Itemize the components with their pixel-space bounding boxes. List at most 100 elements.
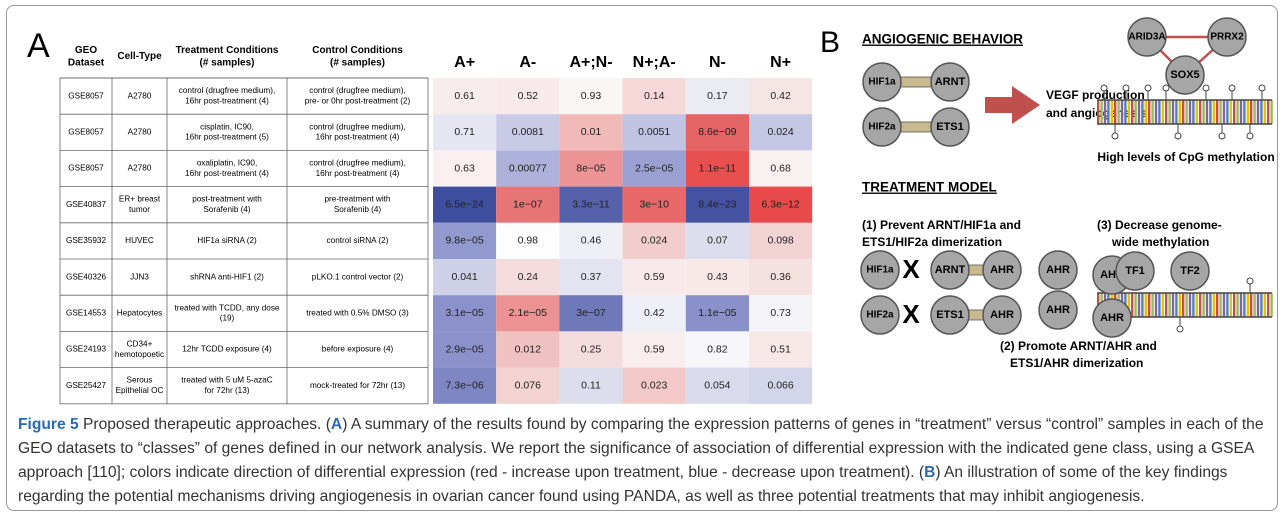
dna-base [1240,100,1242,124]
table-cell: GSE40326 [66,272,107,281]
section-title: TREATMENT MODEL [862,180,997,195]
dna-base [1202,293,1204,317]
table-cell: for 72hr (13) [204,386,249,395]
heatmap-value: 6.5e−24 [445,198,483,210]
heatmap-value: 0.71 [454,126,475,138]
dna-base [1209,100,1211,124]
heatmap-value: 0.012 [515,343,541,355]
dna-base [1151,293,1153,317]
label: ETS1/HIF2a dimerization [862,235,1002,249]
heatmap-value: 0.43 [707,271,728,283]
dna-base [1247,100,1249,124]
heatmap-value: 6.3e−12 [761,198,799,210]
dna-base [1202,100,1204,124]
table-cell: mock-treated for 72hr (13) [310,381,405,390]
table-cell: 16hr post-treatment (4) [185,169,269,178]
heatmap-value: 1.1e−05 [698,307,736,319]
dna-base [1192,293,1194,317]
node-label: AHR [990,264,1014,276]
dna-base [1223,100,1225,124]
methyl-group [1203,85,1209,91]
heatmap-value: 0.14 [644,90,665,102]
dna-base [1250,100,1252,124]
heatmap-value: 0.07 [707,235,728,247]
heatmap-value: 0.076 [515,379,541,391]
dna-base [1138,100,1140,124]
heatmap-column: N- [709,54,726,71]
dna-base [1250,293,1252,317]
dna-base [1233,100,1235,124]
methyl-group [1177,326,1183,332]
dna-base [1243,293,1245,317]
dna-base [1162,293,1164,317]
table-cell: GSE14553 [66,308,107,317]
heatmap-value: 0.0051 [638,126,670,138]
dna-base [1267,293,1269,317]
table-cell: 16hr post-treatment (4) [316,133,400,142]
dna-base [1104,100,1106,124]
methyl-group [1175,133,1181,139]
heatmap-value: 2.1e−05 [509,307,547,319]
table-header: (# samples) [330,57,385,68]
methyl-group [1259,85,1265,91]
dna-base [1141,293,1143,317]
table-cell: hemotopoetic [115,350,164,359]
table-header: (# samples) [199,57,254,68]
table-cell: Hepatocytes [117,308,163,317]
heatmap-value: 0.73 [770,307,791,319]
dna-base [1182,293,1184,317]
table-cell: post-treatment with [192,195,262,204]
node-label: ETS1 [936,121,964,133]
node-label: TF1 [1125,265,1145,277]
dna-base [1168,293,1170,317]
heatmap-value: 0.024 [641,235,667,247]
caption-label: Figure 5 [18,416,79,433]
dna-base [1189,293,1191,317]
node-label: ARID3A [1128,32,1165,43]
dna-base [1257,100,1259,124]
table-cell: GSE8057 [68,91,104,100]
node-label: SOX5 [1170,69,1199,81]
table-cell: HIF1a siRNA (2) [197,236,257,245]
dna-base [1230,293,1232,317]
label: (3) Decrease genome- [1097,218,1222,232]
heatmap-value: 0.93 [581,90,602,102]
heatmap-value: 3.3e−11 [572,198,610,210]
dna-base [1270,100,1272,124]
dna-base [1162,100,1164,124]
dna-base [1233,293,1235,317]
methyl-group [1247,278,1253,284]
heatmap-value: 0.37 [581,271,602,283]
table-cell: control (drugfree medium), [309,122,405,131]
table-cell: Sorafenib (4) [203,205,251,214]
dna-base [1253,293,1255,317]
heatmap-value: 0.11 [581,379,601,391]
dna-base [1097,100,1099,124]
dna-base [1264,100,1266,124]
table-header: Dataset [68,57,105,68]
heatmap-value: 8.4e−23 [698,198,736,210]
block-mark: X [902,299,920,329]
dna-base [1131,100,1133,124]
heatmap-column: N+;A- [633,54,676,71]
heatmap-value: 0.36 [770,271,791,283]
dna-base [1182,100,1184,124]
table-cell: GSE35932 [66,236,107,245]
dna-base [1155,293,1157,317]
methyl-group [1219,133,1225,139]
table-cell: Epithelial OC [116,386,164,395]
heatmap-value: 0.59 [644,343,665,355]
table-cell: before exposure (4) [322,345,394,354]
table-cell: ER+ breast [119,195,161,204]
heatmap-value: 2.9e−05 [445,343,483,355]
table-cell: control siRNA (2) [327,236,389,245]
table-header: GEO [75,45,97,56]
dna-base [1114,100,1116,124]
dna-base [1209,293,1211,317]
node-label: AHR [1100,312,1124,324]
table-cell: Serous [127,376,153,385]
dna-base [1172,100,1174,124]
dna-base [1134,293,1136,317]
dna-base [1216,293,1218,317]
dna-base [1206,293,1208,317]
